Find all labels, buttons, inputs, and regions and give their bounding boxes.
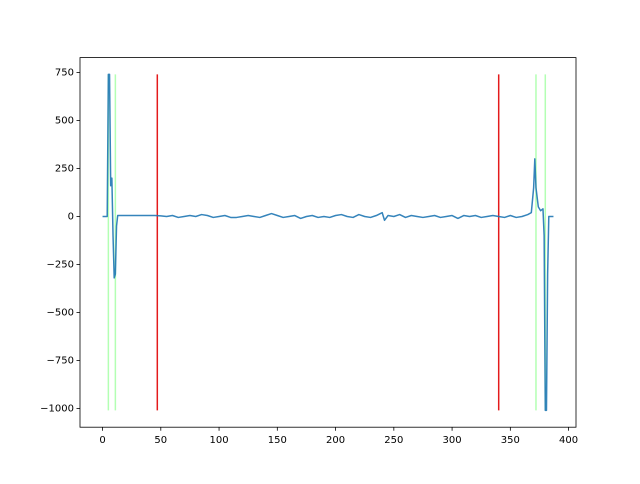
y-tick-label: −1000 xyxy=(40,403,74,414)
y-tick-label: −500 xyxy=(47,307,74,318)
x-tick-label: 250 xyxy=(384,435,403,446)
y-tick-label: 750 xyxy=(55,67,74,78)
x-tick-label: 100 xyxy=(210,435,229,446)
y-tick-label: 250 xyxy=(55,163,74,174)
x-tick-label: 150 xyxy=(268,435,287,446)
x-tick-label: 200 xyxy=(326,435,345,446)
x-tick-label: 0 xyxy=(99,435,105,446)
axes-frame xyxy=(79,57,577,428)
x-tick-label: 300 xyxy=(443,435,462,446)
line-series xyxy=(102,73,554,412)
y-tick-label: 500 xyxy=(55,115,74,126)
y-tick-label: −250 xyxy=(47,259,74,270)
x-tick-label: 50 xyxy=(154,435,167,446)
y-tick-label: −750 xyxy=(47,355,74,366)
x-tick-label: 400 xyxy=(559,435,578,446)
y-tick-label: 0 xyxy=(68,211,74,222)
x-tick-label: 350 xyxy=(501,435,520,446)
